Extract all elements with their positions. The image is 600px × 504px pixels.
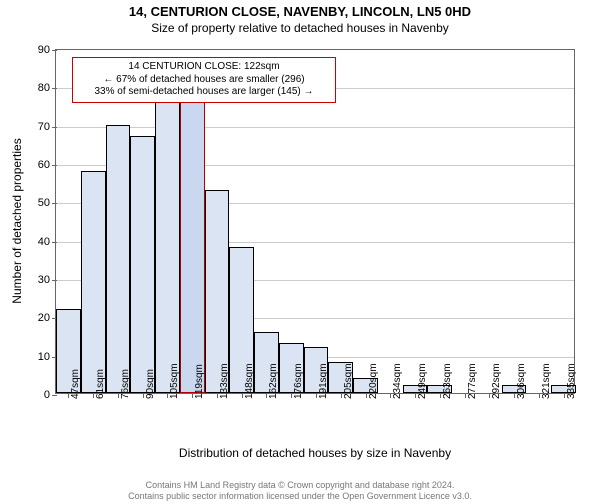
bar (130, 136, 155, 393)
x-tick-label: 306sqm (516, 363, 527, 399)
x-tick-mark (465, 393, 466, 398)
footer-attribution: Contains HM Land Registry data © Crown c… (0, 480, 600, 503)
x-tick-mark (93, 393, 94, 398)
y-tick-label: 80 (38, 82, 56, 94)
x-tick-label: 119sqm (194, 364, 205, 399)
x-tick-label: 205sqm (343, 363, 354, 399)
x-tick-mark (564, 393, 565, 398)
x-tick-label: 277sqm (467, 363, 478, 399)
y-axis-label: Number of detached properties (10, 131, 24, 311)
bar (81, 171, 106, 393)
x-tick-label: 148sqm (244, 363, 255, 399)
x-tick-label: 90sqm (145, 369, 156, 399)
gridline (56, 127, 574, 128)
x-tick-mark (514, 393, 515, 398)
x-tick-label: 321sqm (541, 363, 552, 399)
y-tick-label: 10 (38, 351, 56, 363)
x-tick-label: 220sqm (368, 363, 379, 399)
x-tick-label: 105sqm (169, 363, 180, 399)
bar-highlighted (180, 102, 205, 393)
y-tick-label: 30 (38, 274, 56, 286)
x-tick-label: 292sqm (491, 363, 502, 399)
x-tick-mark (118, 393, 119, 398)
footer-line: Contains public sector information licen… (0, 491, 600, 502)
bar (106, 125, 131, 393)
x-tick-label: 176sqm (293, 363, 304, 399)
x-tick-label: 335sqm (566, 363, 577, 399)
x-tick-mark (143, 393, 144, 398)
annotation-line: 14 CENTURION CLOSE: 122sqm (78, 61, 330, 74)
bar (155, 102, 180, 393)
y-tick-label: 50 (38, 197, 56, 209)
y-tick-label: 70 (38, 121, 56, 133)
y-tick-label: 40 (38, 236, 56, 248)
y-tick-label: 60 (38, 159, 56, 171)
y-tick-label: 0 (44, 389, 56, 401)
x-tick-mark (440, 393, 441, 398)
x-tick-mark (217, 393, 218, 398)
x-tick-mark (242, 393, 243, 398)
x-tick-label: 234sqm (392, 363, 403, 399)
x-tick-mark (415, 393, 416, 398)
x-tick-mark (366, 393, 367, 398)
x-tick-mark (341, 393, 342, 398)
chart-title-main: 14, CENTURION CLOSE, NAVENBY, LINCOLN, L… (0, 4, 600, 19)
x-tick-label: 191sqm (318, 363, 329, 399)
x-tick-mark (539, 393, 540, 398)
y-tick-label: 20 (38, 312, 56, 324)
x-tick-mark (316, 393, 317, 398)
x-axis-label: Distribution of detached houses by size … (55, 446, 575, 460)
x-tick-label: 133sqm (219, 363, 230, 399)
x-tick-label: 263sqm (442, 363, 453, 399)
y-tick-label: 90 (38, 44, 56, 56)
x-tick-label: 249sqm (417, 363, 428, 399)
x-tick-label: 76sqm (120, 369, 131, 399)
x-tick-label: 47sqm (70, 369, 81, 399)
chart-title-sub: Size of property relative to detached ho… (0, 21, 600, 35)
x-tick-label: 162sqm (268, 363, 279, 399)
x-tick-label: 61sqm (95, 369, 106, 399)
highlight-annotation: 14 CENTURION CLOSE: 122sqm ← 67% of deta… (72, 57, 336, 103)
annotation-line: ← 67% of detached houses are smaller (29… (78, 74, 330, 87)
footer-line: Contains HM Land Registry data © Crown c… (0, 480, 600, 491)
annotation-line: 33% of semi-detached houses are larger (… (78, 86, 330, 99)
